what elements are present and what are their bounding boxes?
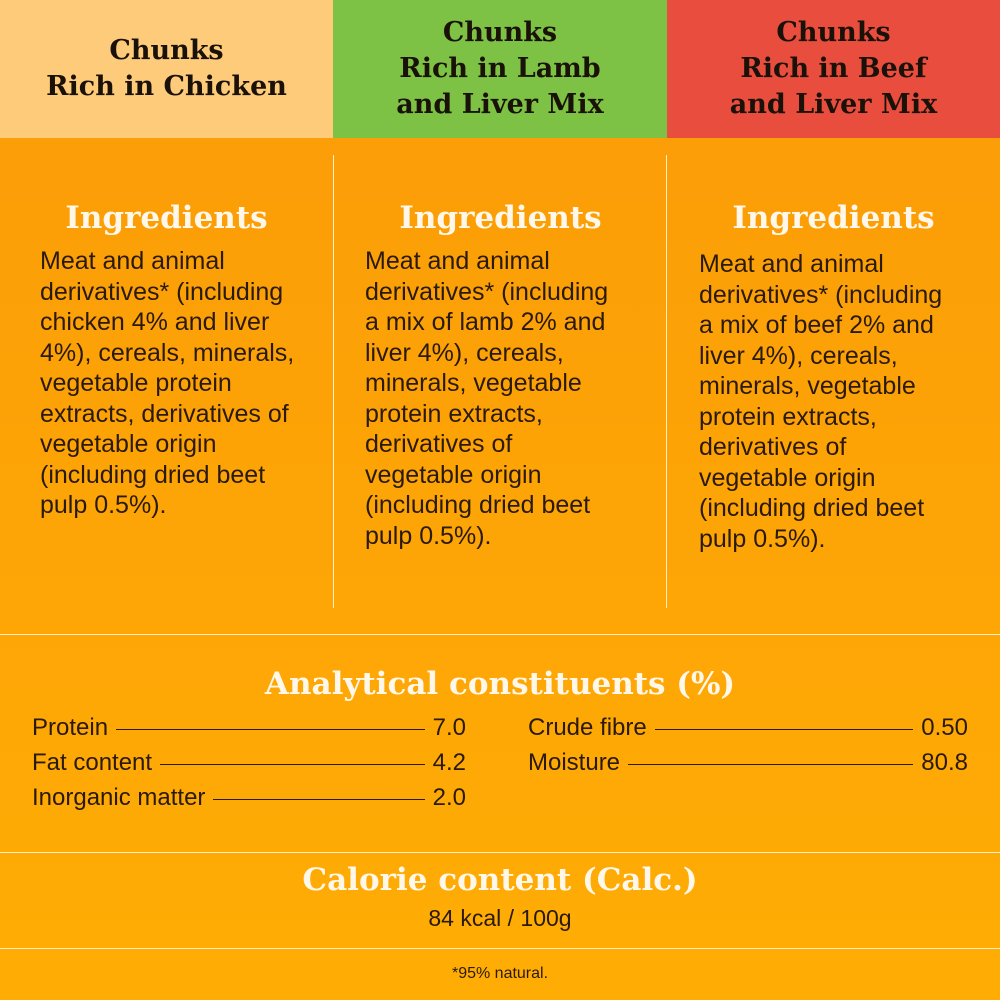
analytical-label: Fat content	[32, 749, 153, 776]
column-divider	[333, 155, 334, 608]
tab-beef-liver-label: Chunks Rich in Beef and Liver Mix	[729, 17, 938, 120]
ingredients-chicken: Ingredients Meat and animal derivatives*…	[0, 138, 333, 634]
leader-line	[213, 799, 425, 800]
analytical-value: 0.50	[921, 714, 968, 741]
leader-line	[654, 729, 914, 730]
ingredients-heading: Ingredients	[732, 200, 935, 236]
ingredients-beef: Ingredients Meat and animal derivatives*…	[667, 138, 1000, 634]
ingredients-text: Meat and animal derivatives* (including …	[40, 247, 295, 519]
analytical-label: Inorganic matter	[32, 784, 206, 811]
tab-chicken: Chunks Rich in Chicken	[0, 0, 333, 138]
section-divider	[0, 948, 1000, 949]
calorie-title: Calorie content (Calc.)	[302, 862, 698, 898]
analytical-row-protein: Protein 7.0	[32, 714, 466, 748]
analytical-value: 2.0	[432, 784, 466, 811]
ingredients-lamb: Ingredients Meat and animal derivatives*…	[334, 138, 667, 634]
analytical-label: Protein	[32, 714, 109, 741]
tab-chicken-label: Chunks Rich in Chicken	[46, 35, 287, 102]
footnote: *95% natural.	[451, 965, 549, 982]
ingredients-text: Meat and animal derivatives* (including …	[699, 250, 943, 553]
analytical-label: Moisture	[528, 749, 621, 776]
analytical-value: 7.0	[432, 714, 466, 741]
analytical-value: 80.8	[921, 749, 968, 776]
tab-beef-liver: Chunks Rich in Beef and Liver Mix	[667, 0, 1000, 138]
analytical-row-moisture: Moisture 80.8	[528, 749, 968, 783]
analytical-row-inorganic: Inorganic matter 2.0	[32, 784, 466, 818]
calorie-value: 84 kcal / 100g	[428, 905, 572, 931]
leader-line	[116, 729, 425, 730]
tab-lamb-liver: Chunks Rich in Lamb and Liver Mix	[333, 0, 667, 138]
analytical-value: 4.2	[432, 749, 466, 776]
column-divider	[666, 155, 667, 608]
analytical-row-fibre: Crude fibre 0.50	[528, 714, 968, 748]
leader-line	[628, 764, 914, 765]
section-divider	[0, 634, 1000, 635]
product-header: Chunks Rich in Chicken Chunks Rich in La…	[0, 0, 1000, 138]
section-divider	[0, 852, 1000, 853]
analytical-row-fat: Fat content 4.2	[32, 749, 466, 783]
analytical-title: Analytical constituents (%)	[264, 666, 736, 702]
ingredients-heading: Ingredients	[399, 200, 602, 236]
tab-lamb-liver-label: Chunks Rich in Lamb and Liver Mix	[396, 17, 604, 120]
ingredients-text: Meat and animal derivatives* (including …	[365, 247, 609, 550]
ingredients-heading: Ingredients	[65, 200, 268, 236]
leader-line	[160, 764, 425, 765]
analytical-label: Crude fibre	[528, 714, 647, 741]
